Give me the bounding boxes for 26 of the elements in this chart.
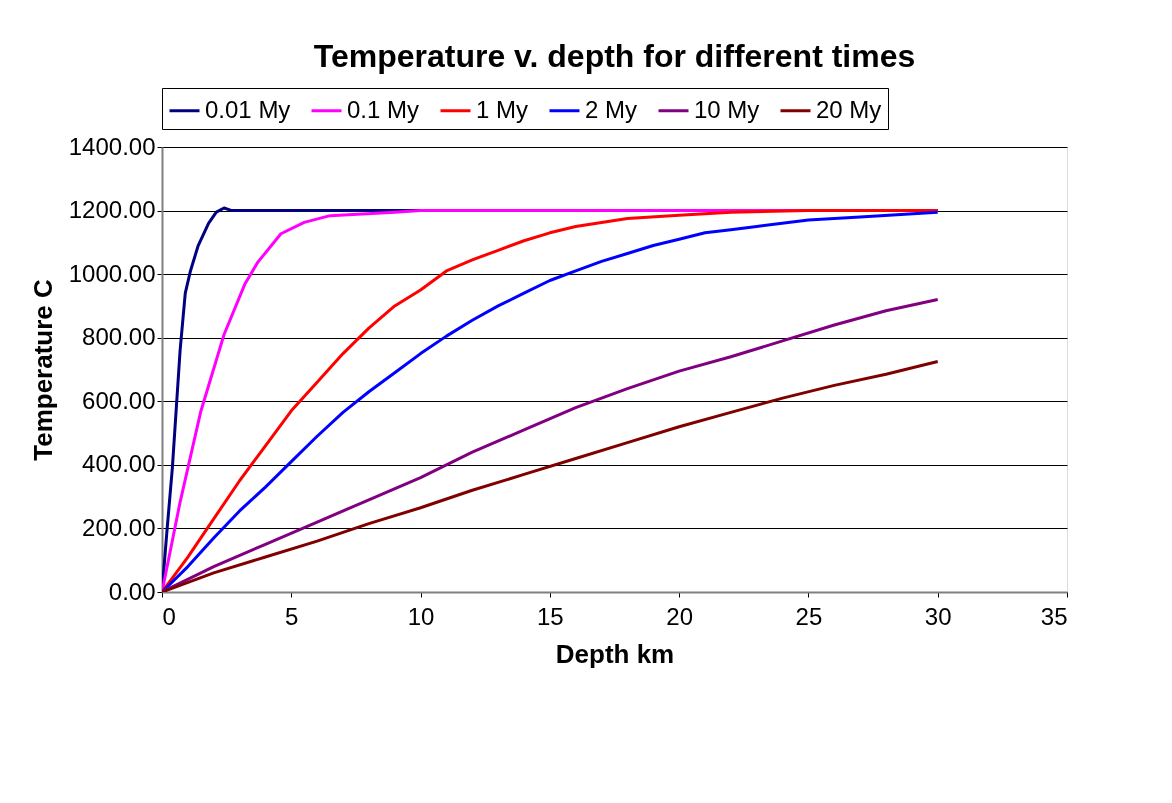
y-axis-title: Temperature C <box>27 279 58 461</box>
x-tick-label: 25 <box>795 602 823 630</box>
y-tick-label: 1200.00 <box>68 196 156 224</box>
y-tick-label: 600.00 <box>82 386 156 414</box>
y-tick-label: 0.00 <box>108 577 156 605</box>
legend-label: 20 My <box>816 95 882 123</box>
y-tick-label: 1400.00 <box>68 132 156 160</box>
legend-label: 0.1 My <box>347 95 420 123</box>
legend-label: 1 My <box>476 95 529 123</box>
x-tick-label: 35 <box>1040 602 1068 630</box>
x-axis-title: Depth km <box>555 638 675 669</box>
x-tick-label: 20 <box>666 602 693 630</box>
y-tick-label: 200.00 <box>82 513 156 541</box>
x-tick-label: 10 <box>407 602 435 630</box>
line-series <box>162 360 940 592</box>
x-tick-label: 5 <box>285 602 299 630</box>
y-tick-label: 800.00 <box>82 323 156 351</box>
x-tick-label: 15 <box>537 602 564 630</box>
x-tick-label: 0 <box>162 602 176 630</box>
y-tick-label: 1000.00 <box>68 259 156 287</box>
legend-label: 10 My <box>694 95 760 123</box>
chart-title: Temperature v. depth for different times <box>313 37 916 74</box>
x-tick-label: 30 <box>924 602 952 630</box>
legend-label: 2 My <box>585 95 638 123</box>
legend-label: 0.01 My <box>205 95 291 123</box>
y-tick-label: 400.00 <box>82 450 156 478</box>
